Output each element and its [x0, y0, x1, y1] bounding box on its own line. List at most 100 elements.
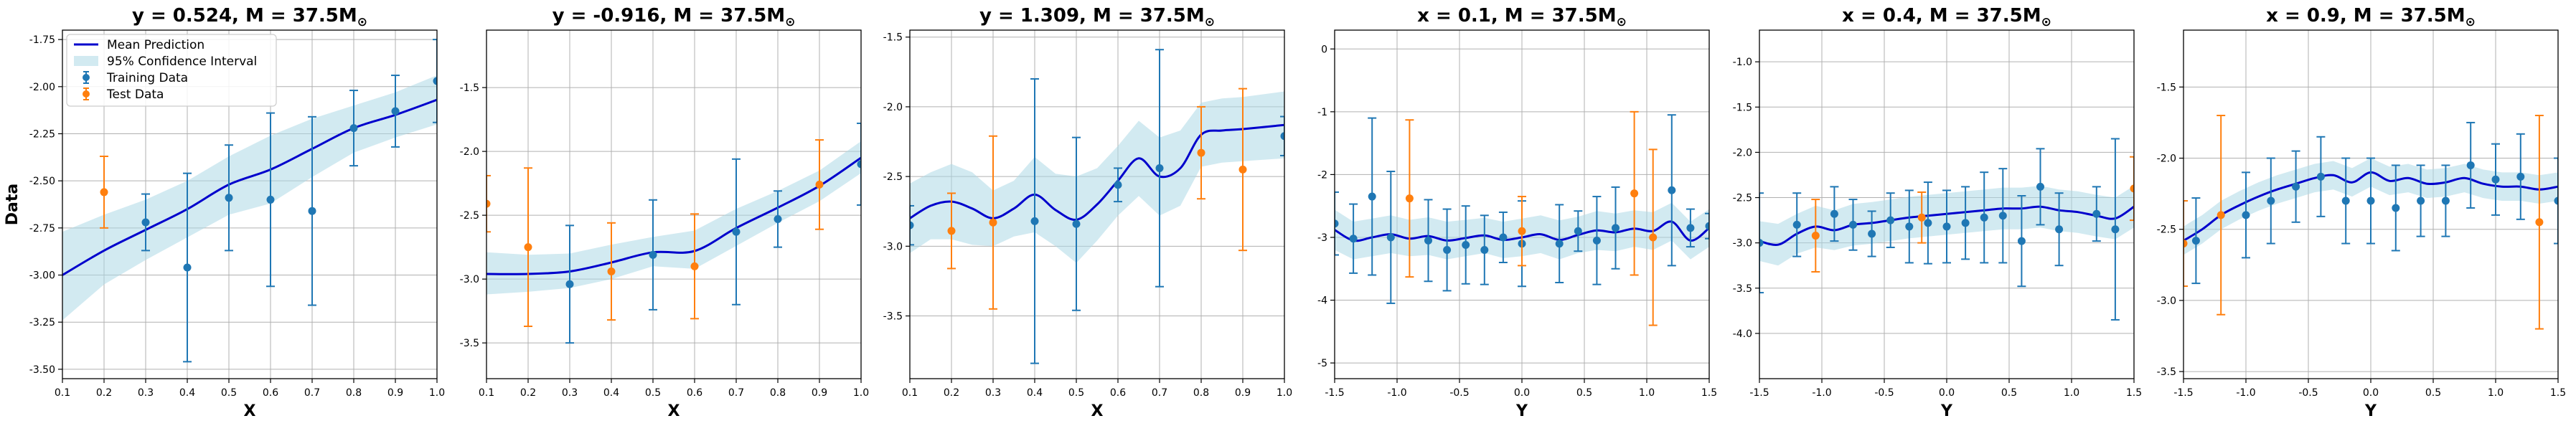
y-tick-label: -3.0 — [1733, 238, 1752, 250]
axes-frame — [2183, 29, 2559, 379]
training-point — [1030, 78, 1039, 364]
x-tick-label: 1.0 — [1277, 387, 1292, 399]
y-tick-label: -2.0 — [883, 102, 903, 113]
x-tick-label: -0.5 — [1874, 387, 1894, 399]
axes-frame — [909, 29, 1285, 379]
training-point — [910, 204, 914, 246]
y-tick-label: -3.5 — [1733, 283, 1752, 295]
training-point — [1498, 211, 1508, 263]
training-point — [1942, 189, 1951, 264]
plot-area — [1335, 110, 1709, 326]
test-point — [100, 156, 108, 229]
y-tick-label: -3.25 — [29, 317, 55, 328]
training-point — [1155, 49, 1164, 288]
panel-6: -1.5 -1.0 -0.5 0.0 0.5 1.0 1.5 -3.5 -3.0 -2.5 -2.0… — [2157, 5, 2566, 420]
x-tick-label: 0.5 — [1576, 387, 1592, 399]
plot-area — [2184, 115, 2558, 330]
x-tick-label: 0.1 — [902, 387, 918, 399]
legend-entry: Mean Prediction — [74, 38, 205, 52]
x-tick-label: 0.9 — [387, 387, 403, 399]
x-tick-label: -1.0 — [1387, 387, 1406, 399]
training-point — [2491, 143, 2500, 216]
training-point — [2554, 157, 2558, 245]
legend: Mean Prediction 95% Confidence Interval Tr… — [66, 34, 277, 107]
mean-prediction-line — [62, 98, 437, 276]
y-tick-label: -3.0 — [2157, 295, 2176, 307]
x-tick-label: 0.2 — [944, 387, 959, 399]
test-point — [1648, 148, 1658, 326]
training-point — [1961, 186, 1970, 260]
test-point — [690, 213, 699, 320]
x-tick-label: 1.5 — [2550, 387, 2566, 399]
x-tick-label: 0.4 — [179, 387, 195, 399]
y-tick-label: -3 — [1317, 232, 1327, 244]
y-tick-label: -4.0 — [1733, 328, 1752, 340]
y-tick-label: -1.5 — [2157, 82, 2176, 93]
plot-area — [62, 39, 437, 363]
x-tick-label: -0.5 — [1449, 387, 1469, 399]
panel-title: y = 1.309, M = 37.5M⊙ — [979, 5, 1215, 29]
training-point — [2341, 157, 2351, 245]
training-point — [2291, 150, 2300, 223]
y-tick-label: 0 — [1321, 44, 1327, 55]
training-point — [2316, 136, 2326, 217]
training-point — [1705, 212, 1709, 240]
axes-frame — [1334, 29, 1710, 379]
x-tick-label: 0.5 — [1068, 387, 1084, 399]
x-tick-label: -1.5 — [1749, 387, 1769, 399]
x-tick-label: -0.5 — [2298, 387, 2318, 399]
test-point — [607, 222, 616, 321]
x-axis-label: X — [244, 402, 256, 420]
x-tick-label: 0.2 — [96, 387, 112, 399]
x-axis-label: Y — [2364, 402, 2377, 420]
test-point — [815, 139, 824, 230]
y-tick-label: -2.0 — [2157, 153, 2176, 165]
training-point — [1792, 192, 1802, 257]
panel-title: x = 0.9, M = 37.5M⊙ — [2266, 5, 2476, 29]
x-tick-label: 1.0 — [429, 387, 445, 399]
legend-box — [66, 34, 277, 107]
y-tick-label: -1.0 — [1733, 57, 1752, 68]
y-tick-label: -2.5 — [1733, 193, 1752, 204]
x-tick-label: 0.6 — [1110, 387, 1126, 399]
y-tick-label: -1.5 — [460, 82, 479, 94]
training-point — [1667, 114, 1676, 267]
y-tick-label: -2.0 — [460, 146, 479, 158]
test-point — [1518, 196, 1526, 267]
x-tick-label: 0.2 — [520, 387, 536, 399]
training-point — [1886, 192, 1895, 248]
y-tick-label: -3.5 — [2157, 366, 2176, 378]
test-point — [1811, 199, 1820, 273]
x-tick-label: 0.1 — [55, 387, 70, 399]
training-point — [2391, 164, 2400, 252]
legend-entry: Test Data — [83, 87, 164, 102]
legend-label: Mean Prediction — [107, 38, 205, 52]
legend-entry: 95% Confidence Interval — [74, 55, 257, 69]
x-tick-label: -1.5 — [1325, 387, 1344, 399]
y-tick-label: -4 — [1317, 295, 1327, 307]
mean-prediction-line — [910, 123, 1284, 221]
confidence-band — [2184, 158, 2558, 255]
legend-label: 95% Confidence Interval — [107, 55, 257, 69]
training-point — [1424, 199, 1433, 283]
axes-frame — [486, 29, 862, 379]
legend-label: Training Data — [106, 71, 188, 85]
training-point — [649, 199, 657, 311]
training-point — [1072, 136, 1081, 311]
test-point — [524, 167, 532, 328]
axes-frame — [62, 29, 438, 379]
x-axis-label: Y — [1940, 402, 1953, 420]
x-tick-label: 0.0 — [1514, 387, 1530, 399]
legend-label: Test Data — [106, 87, 164, 102]
training-point — [1848, 199, 1858, 251]
training-point — [1980, 171, 1989, 264]
x-tick-label: 0.1 — [479, 387, 494, 399]
plot-area — [486, 122, 861, 344]
panel-3: 0.1 0.2 0.3 0.4 0.5 0.6 0.7 0.8 0.9 1.0 -3.5 -3.0 -2… — [883, 5, 1292, 420]
test-point — [2130, 156, 2134, 222]
x-tick-label: 0.8 — [770, 387, 786, 399]
y-tick-label: -3.5 — [883, 311, 903, 323]
x-tick-label: 1.0 — [1639, 387, 1655, 399]
